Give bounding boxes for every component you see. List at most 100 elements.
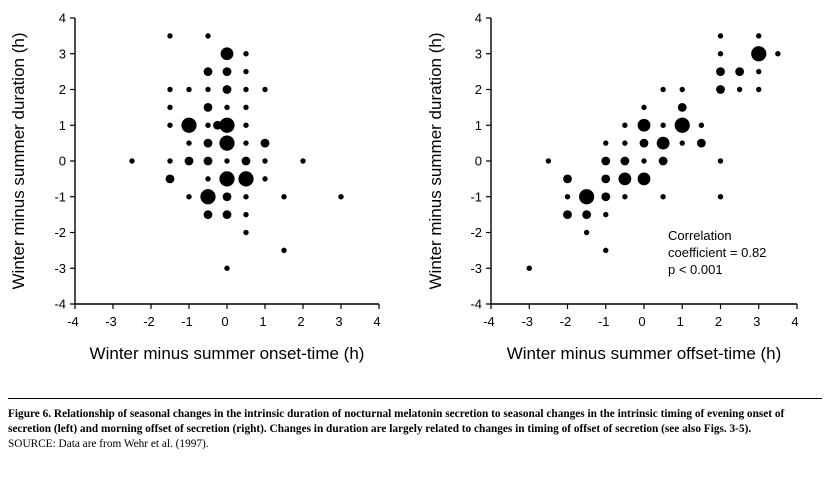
- data-point: [716, 67, 725, 77]
- data-point: [205, 176, 211, 182]
- y-tick-label: -2: [470, 225, 482, 240]
- x-tick-label: 1: [259, 314, 266, 329]
- x-tick-label: 4: [373, 314, 380, 329]
- x-tick-label: -4: [483, 314, 495, 329]
- data-point: [224, 158, 230, 164]
- data-point: [129, 158, 135, 164]
- data-point: [641, 158, 647, 164]
- data-point: [224, 265, 230, 271]
- x-tick-label: 2: [715, 314, 722, 329]
- data-point: [222, 67, 232, 77]
- data-point: [241, 156, 251, 166]
- data-point: [205, 86, 211, 93]
- data-point: [601, 192, 611, 202]
- data-point: [735, 67, 745, 77]
- data-point: [674, 117, 690, 133]
- y-tick-label: 1: [475, 118, 482, 133]
- data-point: [736, 86, 743, 93]
- data-point: [262, 158, 268, 164]
- y-tick-label: 0: [59, 154, 66, 169]
- x-tick-label: -2: [143, 314, 155, 329]
- data-point: [603, 247, 609, 254]
- data-point: [637, 118, 651, 132]
- data-point: [756, 68, 762, 75]
- x-tick-label: 4: [791, 314, 798, 329]
- data-point: [618, 172, 632, 186]
- data-point: [167, 86, 173, 93]
- caption-source: SOURCE: Data are from Wehr et al. (1997)…: [8, 438, 209, 450]
- x-tick-label: 0: [221, 314, 228, 329]
- data-point: [639, 138, 649, 148]
- data-point: [219, 135, 235, 151]
- data-point: [717, 194, 724, 200]
- data-point: [717, 51, 724, 57]
- data-point: [641, 104, 647, 111]
- figure-canvas: -4 -3 -2 -1 0 1 2 3 4 -4 -3 -2 -1 0 1 2 3 4 Winter minus s…: [9, 11, 799, 364]
- y-tick-label: -1: [470, 189, 482, 204]
- data-point: [281, 194, 287, 200]
- data-point: [601, 156, 611, 166]
- data-point: [656, 136, 670, 150]
- data-point: [184, 156, 194, 166]
- data-point: [717, 33, 724, 39]
- data-point: [167, 158, 173, 164]
- data-point: [679, 86, 685, 93]
- data-point: [238, 171, 254, 187]
- data-point: [200, 189, 216, 205]
- data-point: [167, 33, 173, 39]
- data-point: [281, 247, 287, 254]
- data-point: [679, 140, 685, 146]
- data-point: [620, 156, 630, 166]
- data-point: [716, 85, 725, 94]
- data-point: [563, 174, 572, 184]
- data-point: [186, 86, 192, 93]
- data-point: [181, 117, 197, 133]
- data-point: [243, 104, 249, 111]
- x-axis-label: Winter minus summer onset-time (h): [90, 344, 365, 363]
- data-point: [186, 140, 192, 146]
- data-point: [583, 229, 590, 236]
- data-point: [222, 192, 232, 202]
- right-scatter-panel: -4 -3 -2 -1 0 1 2 3 4 -4 -3 -2 -1 0 1 2 3 4 Winter minus s…: [426, 11, 799, 364]
- data-point: [219, 117, 235, 133]
- y-tick-label: 4: [59, 11, 66, 26]
- data-point: [243, 229, 249, 236]
- correlation-annotation-line: p < 0.001: [668, 262, 723, 277]
- caption-text: Figure 6. Relationship of seasonal chang…: [8, 408, 785, 435]
- data-point: [243, 68, 249, 75]
- figure-caption: Figure 6. Relationship of seasonal chang…: [8, 407, 824, 452]
- data-point: [186, 194, 192, 200]
- x-tick-label: -2: [560, 314, 572, 329]
- data-point: [205, 122, 211, 128]
- data-point: [243, 140, 249, 146]
- data-point: [660, 122, 666, 128]
- x-tick-label: -1: [598, 314, 610, 329]
- y-tick-label: 2: [59, 82, 66, 97]
- data-point: [203, 156, 213, 166]
- data-point: [622, 140, 628, 146]
- data-point: [756, 86, 762, 93]
- caption-divider: [8, 398, 822, 399]
- data-point: [243, 86, 249, 93]
- data-point: [775, 51, 781, 57]
- x-axis-label: Winter minus summer offset-time (h): [507, 344, 782, 363]
- data-point: [220, 47, 234, 61]
- data-point: [243, 194, 249, 200]
- y-tick-label: 4: [475, 11, 482, 26]
- data-point: [751, 46, 767, 62]
- x-tick-label: -1: [181, 314, 193, 329]
- y-tick-label: -3: [54, 261, 66, 276]
- x-tick-label: -4: [67, 314, 79, 329]
- x-tick-label: 2: [297, 314, 304, 329]
- y-tick-label: 3: [475, 46, 482, 61]
- data-point: [167, 104, 173, 111]
- data-point: [563, 210, 572, 220]
- data-point: [622, 194, 628, 200]
- data-point: [262, 176, 268, 182]
- x-tick-label: 1: [677, 314, 684, 329]
- y-tick-label: -2: [54, 225, 66, 240]
- data-point: [717, 158, 724, 164]
- x-tick-label: 3: [753, 314, 760, 329]
- data-point: [222, 85, 232, 94]
- data-point: [660, 86, 666, 93]
